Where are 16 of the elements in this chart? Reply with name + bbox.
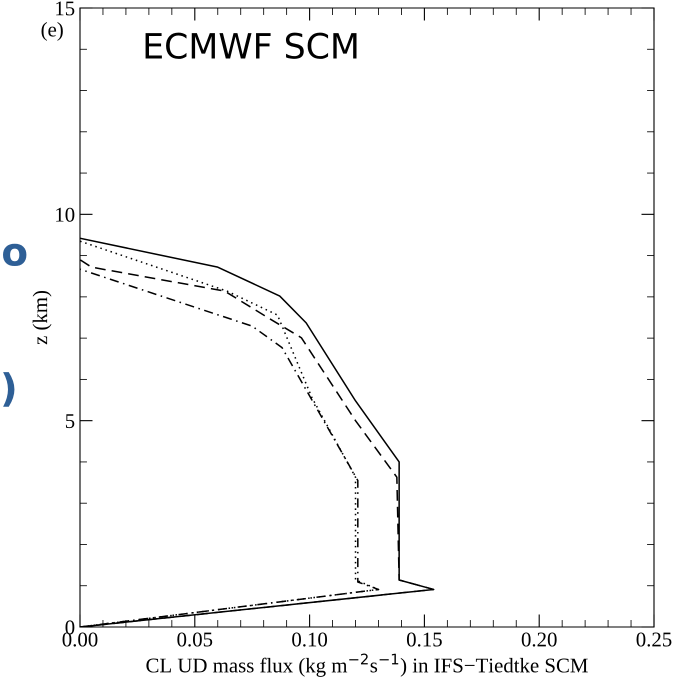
x-tick-label: 0.20 <box>522 632 557 647</box>
x-axis-title: CL UD mass flux (kg m$^{−2}$s$^{−1}$) in IFS−Tiedtke SCM <box>146 654 588 677</box>
y-tick-label: 0 <box>66 620 74 634</box>
y-axis-title: z (km) <box>32 290 52 344</box>
text: o <box>3 244 26 266</box>
x-tick-label: 0.25 <box>636 632 672 647</box>
y-tick-label: 10 <box>56 208 74 222</box>
annotation: ECMWF SCM <box>146 32 357 59</box>
x-tick-label: 0.05 <box>177 632 212 647</box>
text: (e) <box>42 22 63 41</box>
x-tick-label: 0.15 <box>406 632 442 647</box>
text: ) <box>3 372 14 407</box>
x-tick-label: 0.00 <box>62 632 98 647</box>
x-tick-label: 0.10 <box>292 632 328 647</box>
y-tick-label: 15 <box>56 1 74 16</box>
y-tick-label: 5 <box>66 414 74 428</box>
